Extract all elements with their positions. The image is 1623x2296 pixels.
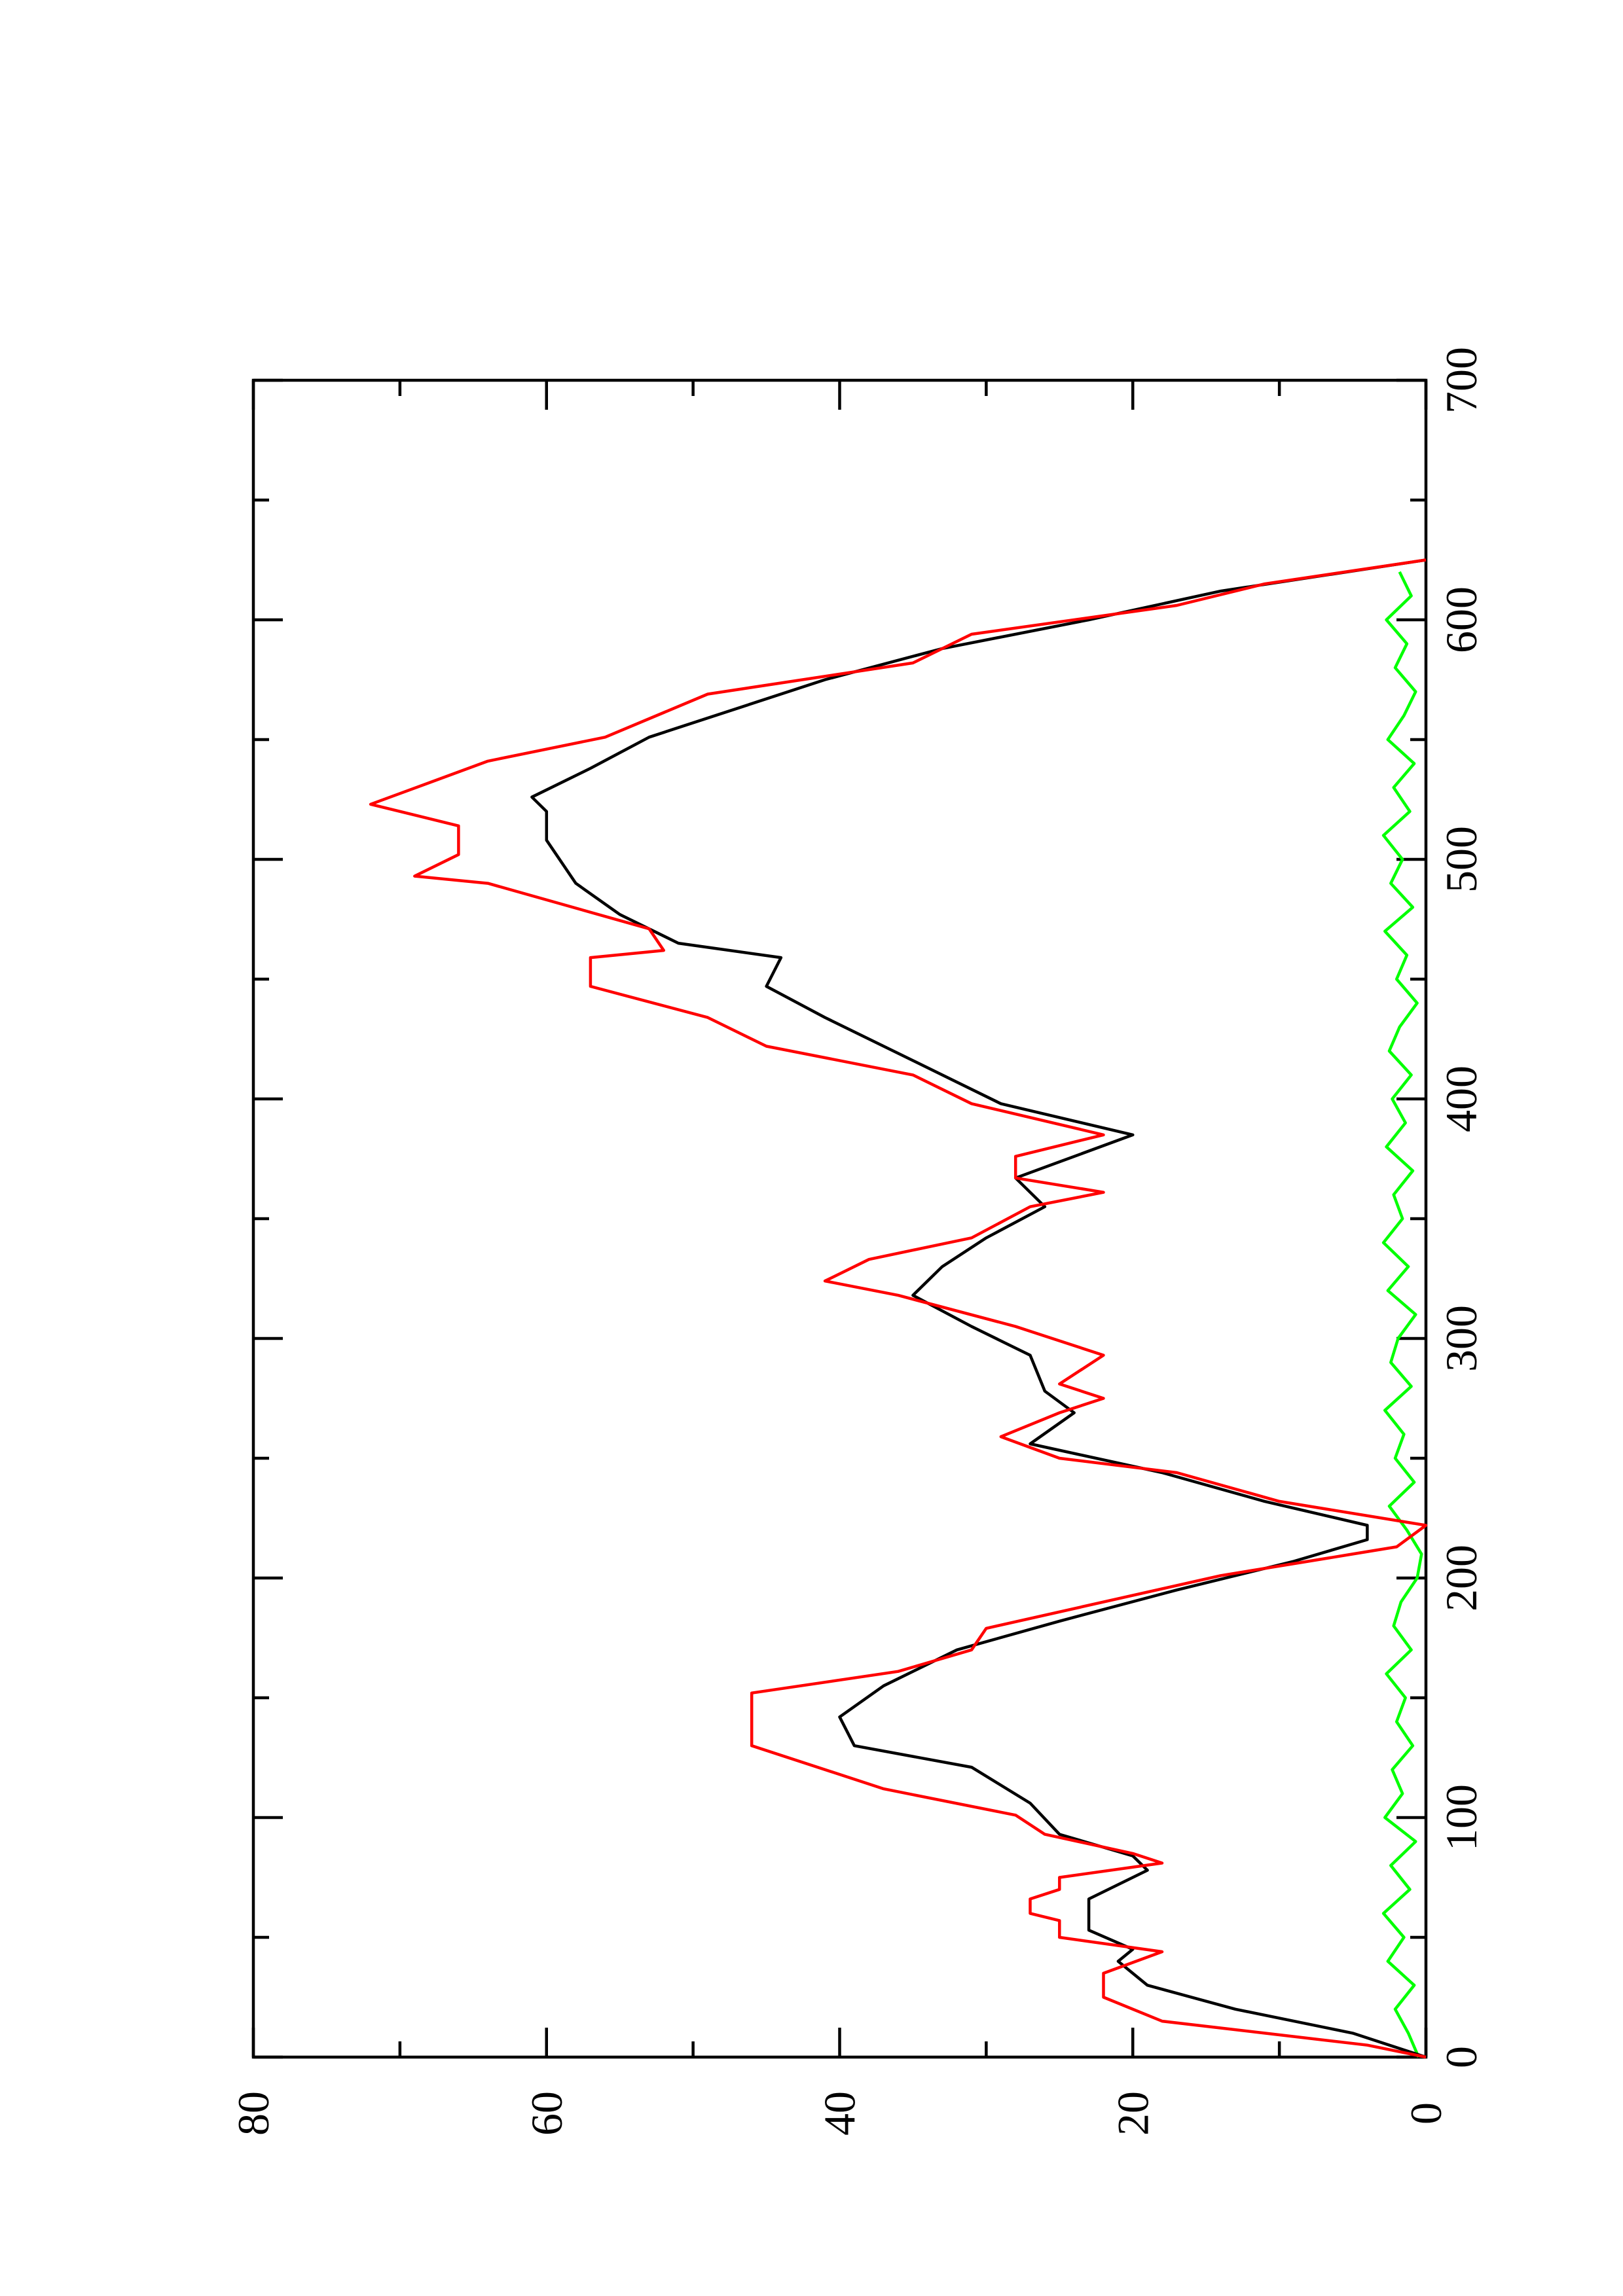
- y-tick-label: 40: [815, 2091, 865, 2136]
- x-tick-label: 400: [1436, 1066, 1486, 1132]
- x-tick-label: 300: [1436, 1305, 1486, 1372]
- x-tick-label: 600: [1436, 586, 1486, 653]
- series-line: [1381, 571, 1423, 2058]
- y-tick-label: 80: [228, 2091, 278, 2136]
- series-line: [530, 558, 1427, 2059]
- x-tick-label: 700: [1436, 347, 1486, 414]
- y-tick-label: 60: [522, 2091, 572, 2136]
- plot-frame: [251, 378, 1428, 2059]
- y-tick-label: 20: [1108, 2091, 1158, 2136]
- x-tick-label: 100: [1436, 1784, 1486, 1851]
- x-tick-label: 500: [1436, 826, 1486, 893]
- x-tick-label: 200: [1436, 1545, 1486, 1611]
- x-tick-label: 0: [1436, 2046, 1486, 2068]
- series-line: [369, 558, 1428, 2059]
- y-tick-label: 0: [1401, 2102, 1451, 2125]
